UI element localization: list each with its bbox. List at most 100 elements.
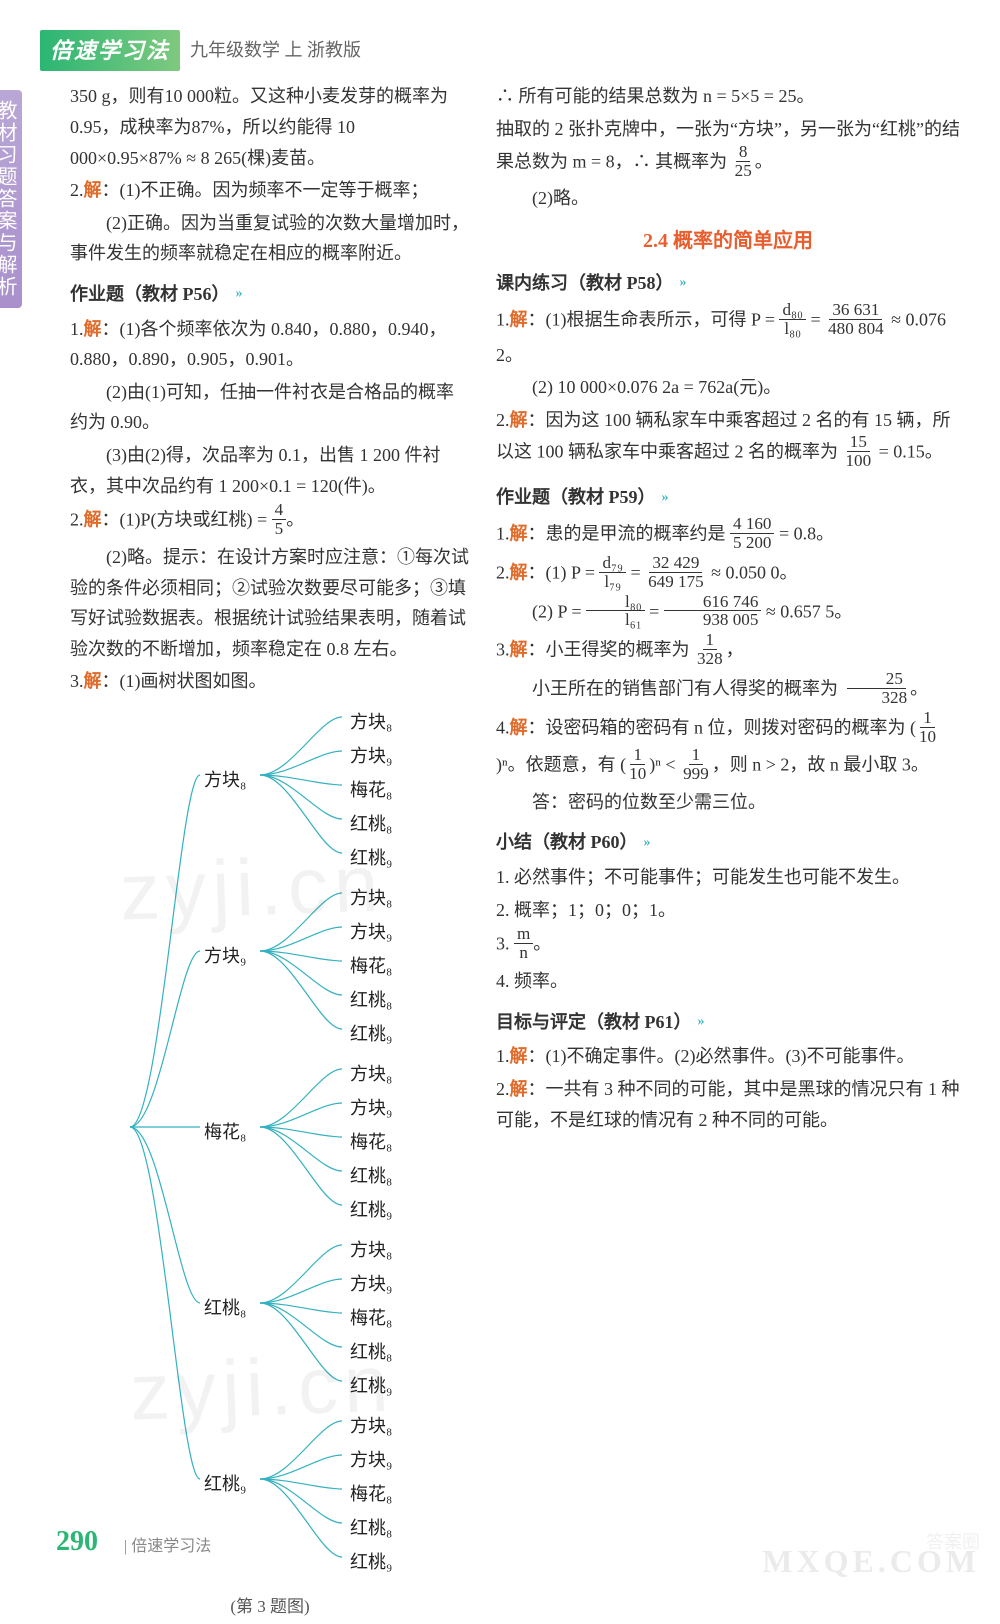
frac-den: 5	[272, 520, 287, 538]
fraction: 32 429649 175	[645, 554, 707, 591]
tree-leaf: 方块₈	[350, 883, 392, 914]
frac-den: 328	[843, 689, 911, 707]
tree-leaf: 梅花₈	[350, 775, 392, 806]
fraction: 36 631480 804	[825, 301, 887, 338]
text-line: (2) 10 000×0.076 2a = 762a(元)。	[496, 372, 960, 403]
sec-text: 课内练习（教材 P58）	[496, 268, 674, 299]
tree-leaf: 红桃₉	[350, 1547, 392, 1578]
frac-den: 328	[694, 650, 726, 668]
tree-leaf: 梅花₈	[350, 951, 392, 982]
text: ，则 n > 2，故 n 最小取 3。	[712, 755, 929, 775]
text: = 0.15。	[874, 442, 943, 462]
tree-leaf: 方块₈	[350, 1059, 392, 1090]
tree-leaf: 方块₉	[350, 1093, 392, 1124]
text: = 0.8。	[774, 523, 834, 543]
brand-badge: 倍速学习法	[40, 30, 180, 71]
solution-label: 解	[510, 1079, 528, 1099]
solution-label: 解	[510, 410, 528, 430]
right-column: ∴ 所有可能的结果总数为 n = 5×5 = 25。 抽取的 2 张扑克牌中，一…	[496, 79, 960, 1623]
text: 。	[755, 151, 773, 171]
text: ：(1)不确定事件。(2)必然事件。(3)不可能事件。	[528, 1046, 915, 1066]
fraction: l₈₀l₆₁	[586, 593, 645, 630]
sidebar-tab: 教材习题答案与解析	[0, 90, 22, 308]
frac-num: 1	[689, 746, 704, 765]
text: 抽取的 2 张扑克牌中，一张为“方块”，另一张为“红桃”的结果总数为 m = 8…	[496, 119, 960, 171]
frac-den: 999	[680, 765, 712, 783]
fraction: 25328	[843, 670, 911, 707]
fraction: 825	[732, 143, 755, 180]
text: ：设密码箱的密码有 n 位，则拨对密码的概率为	[528, 718, 911, 738]
frac-den: 10	[626, 765, 649, 783]
text-line: 答：密码的位数至少需三位。	[496, 787, 960, 818]
frac-num: m	[514, 925, 533, 944]
solution-label: 解	[84, 319, 102, 339]
tree-leaf: 方块₉	[204, 941, 246, 972]
text-line: 2.解：(1)P(方块或红桃) = 45。	[70, 503, 470, 540]
text-line: 3.解：(1)画树状图如图。	[70, 666, 470, 697]
fraction: 1328	[694, 631, 726, 668]
list-num: 2.	[496, 562, 510, 582]
solution-label: 解	[84, 671, 102, 691]
fraction: 1999	[680, 746, 712, 783]
tree-leaf: 方块₉	[350, 1269, 392, 1300]
fraction: 45	[272, 501, 287, 538]
frac-den: l₇₉	[601, 573, 624, 591]
chev-icon: »	[644, 831, 651, 855]
frac-num: 1	[703, 631, 718, 650]
tree-leaf: 红桃₉	[350, 1019, 392, 1050]
solution-label: 解	[510, 523, 528, 543]
text-line: (2) P = l₈₀l₆₁ = 616 746938 005 ≈ 0.657 …	[496, 595, 960, 632]
list-num: 2.	[70, 510, 84, 530]
list-num: 1.	[70, 319, 84, 339]
text-line: 1.解：(1)不确定事件。(2)必然事件。(3)不可能事件。	[496, 1041, 960, 1072]
page-sub: | 倍速学习法	[124, 1533, 211, 1560]
text: 。	[910, 679, 928, 699]
text-line: (2)略。	[496, 183, 960, 214]
text-line: 1.解：(1)根据生命表所示，可得 P = d₈₀l₈₀ = 36 631480…	[496, 303, 960, 370]
frac-den: 100	[843, 452, 875, 470]
section-label: 目标与评定（教材 P61）»	[496, 1007, 960, 1038]
frac-den: 938 005	[664, 611, 762, 629]
section-label: 作业题（教材 P59）»	[496, 482, 960, 513]
fraction: 110	[916, 709, 939, 746]
text: =	[806, 309, 825, 329]
frac-num: 4 160	[730, 515, 774, 534]
text-line: 2.解：(1)不正确。因为频率不一定等于概率；	[70, 175, 470, 206]
solution-label: 解	[510, 718, 528, 738]
frac-num: d₈₀	[779, 301, 805, 320]
frac-den: 649 175	[645, 573, 707, 591]
figure-caption: (第 3 题图)	[70, 1593, 470, 1622]
frac-num: 1	[630, 746, 645, 765]
text: ：(1)画树状图如图。	[102, 671, 267, 691]
text: ：(1) P =	[528, 562, 600, 582]
chev-icon: »	[680, 271, 687, 295]
frac-den: 5 200	[730, 534, 774, 552]
frac-num: 8	[736, 143, 751, 162]
frac-den: n	[516, 944, 531, 962]
left-column: 350 g，则有10 000粒。又这种小麦发芽的概率为0.95，成秧率为87%，…	[40, 79, 470, 1623]
text-line: 2. 概率；1；0；0；1。	[496, 895, 960, 926]
text: ：(1)P(方块或红桃) =	[102, 510, 272, 530]
sec-text: 小结（教材 P60）	[496, 827, 638, 858]
frac-num: l₈₀	[586, 593, 645, 612]
frac-num: 4	[272, 501, 287, 520]
text: ⁿ。依题意，有	[502, 755, 620, 775]
tree-leaf: 红桃₉	[204, 1469, 246, 1500]
list-num: 2.	[70, 180, 84, 200]
text-line: 1.解：(1)各个频率依次为 0.840，0.880，0.940，0.880，0…	[70, 314, 470, 375]
section-label: 作业题（教材 P56） »	[70, 279, 470, 310]
frac-den: l₆₁	[586, 611, 645, 629]
tree-leaf: 红桃₈	[350, 809, 392, 840]
tree-leaf: 梅花₈	[204, 1117, 246, 1148]
fraction: mn	[514, 925, 533, 962]
solution-label: 解	[510, 640, 528, 660]
tree-leaf: 梅花₈	[350, 1127, 392, 1158]
text: ：一共有 3 种不同的可能，其中是黑球的情况只有 1 种可能，不是红球的情况有 …	[496, 1079, 960, 1130]
tree-leaf: 梅花₈	[350, 1479, 392, 1510]
text: =	[645, 601, 664, 621]
text-line: (2)正确。因为当重复试验的次数大量增加时，事件发生的频率就稳定在相应的概率附近…	[70, 208, 470, 269]
tree-leaf: 方块₈	[350, 707, 392, 738]
fraction: 616 746938 005	[664, 593, 762, 630]
tree-leaf: 方块₈	[204, 765, 246, 796]
text: 小王所在的销售部门有人得奖的概率为	[532, 679, 843, 699]
